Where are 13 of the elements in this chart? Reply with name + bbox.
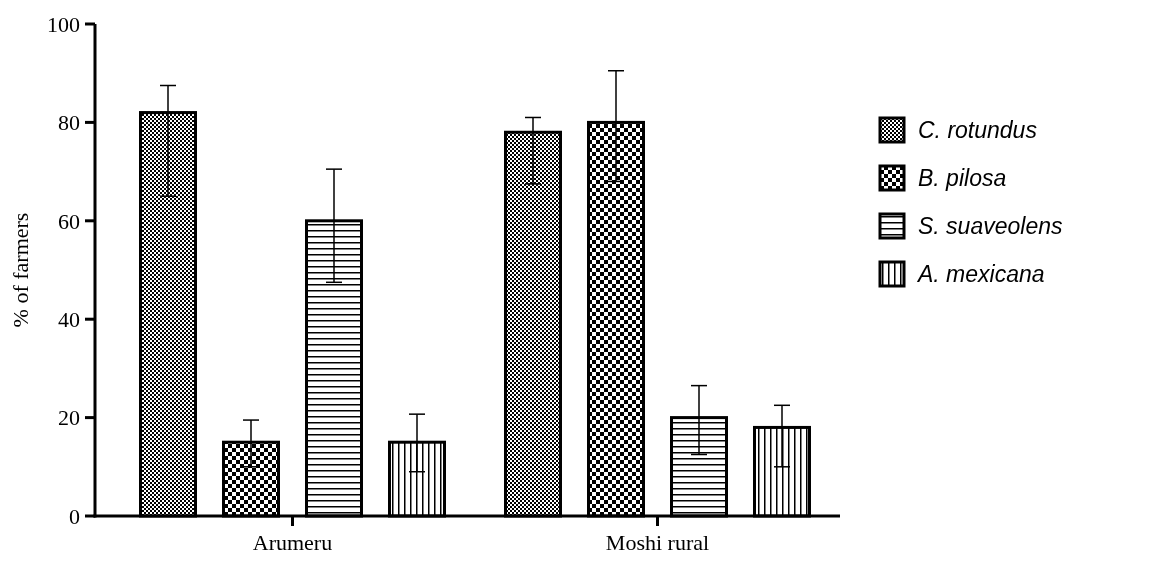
legend-label: S. suaveolens [918,213,1063,240]
legend-label: C. rotundus [918,117,1038,144]
x-tick-label: Moshi rural [605,530,710,555]
y-tick-label: 80 [58,110,80,136]
legend-label: A. mexicana [916,261,1045,288]
legend-label: B. pilosa [918,165,1007,192]
y-tick-label: 100 [47,11,80,37]
y-tick-label: 60 [58,208,80,234]
y-tick-label: 20 [58,405,80,431]
y-axis-title: % of farmers [8,212,33,328]
y-tick-label: 40 [58,306,80,332]
x-tick-label: Arumeru [252,530,333,555]
y-tick-label: 0 [69,503,80,529]
